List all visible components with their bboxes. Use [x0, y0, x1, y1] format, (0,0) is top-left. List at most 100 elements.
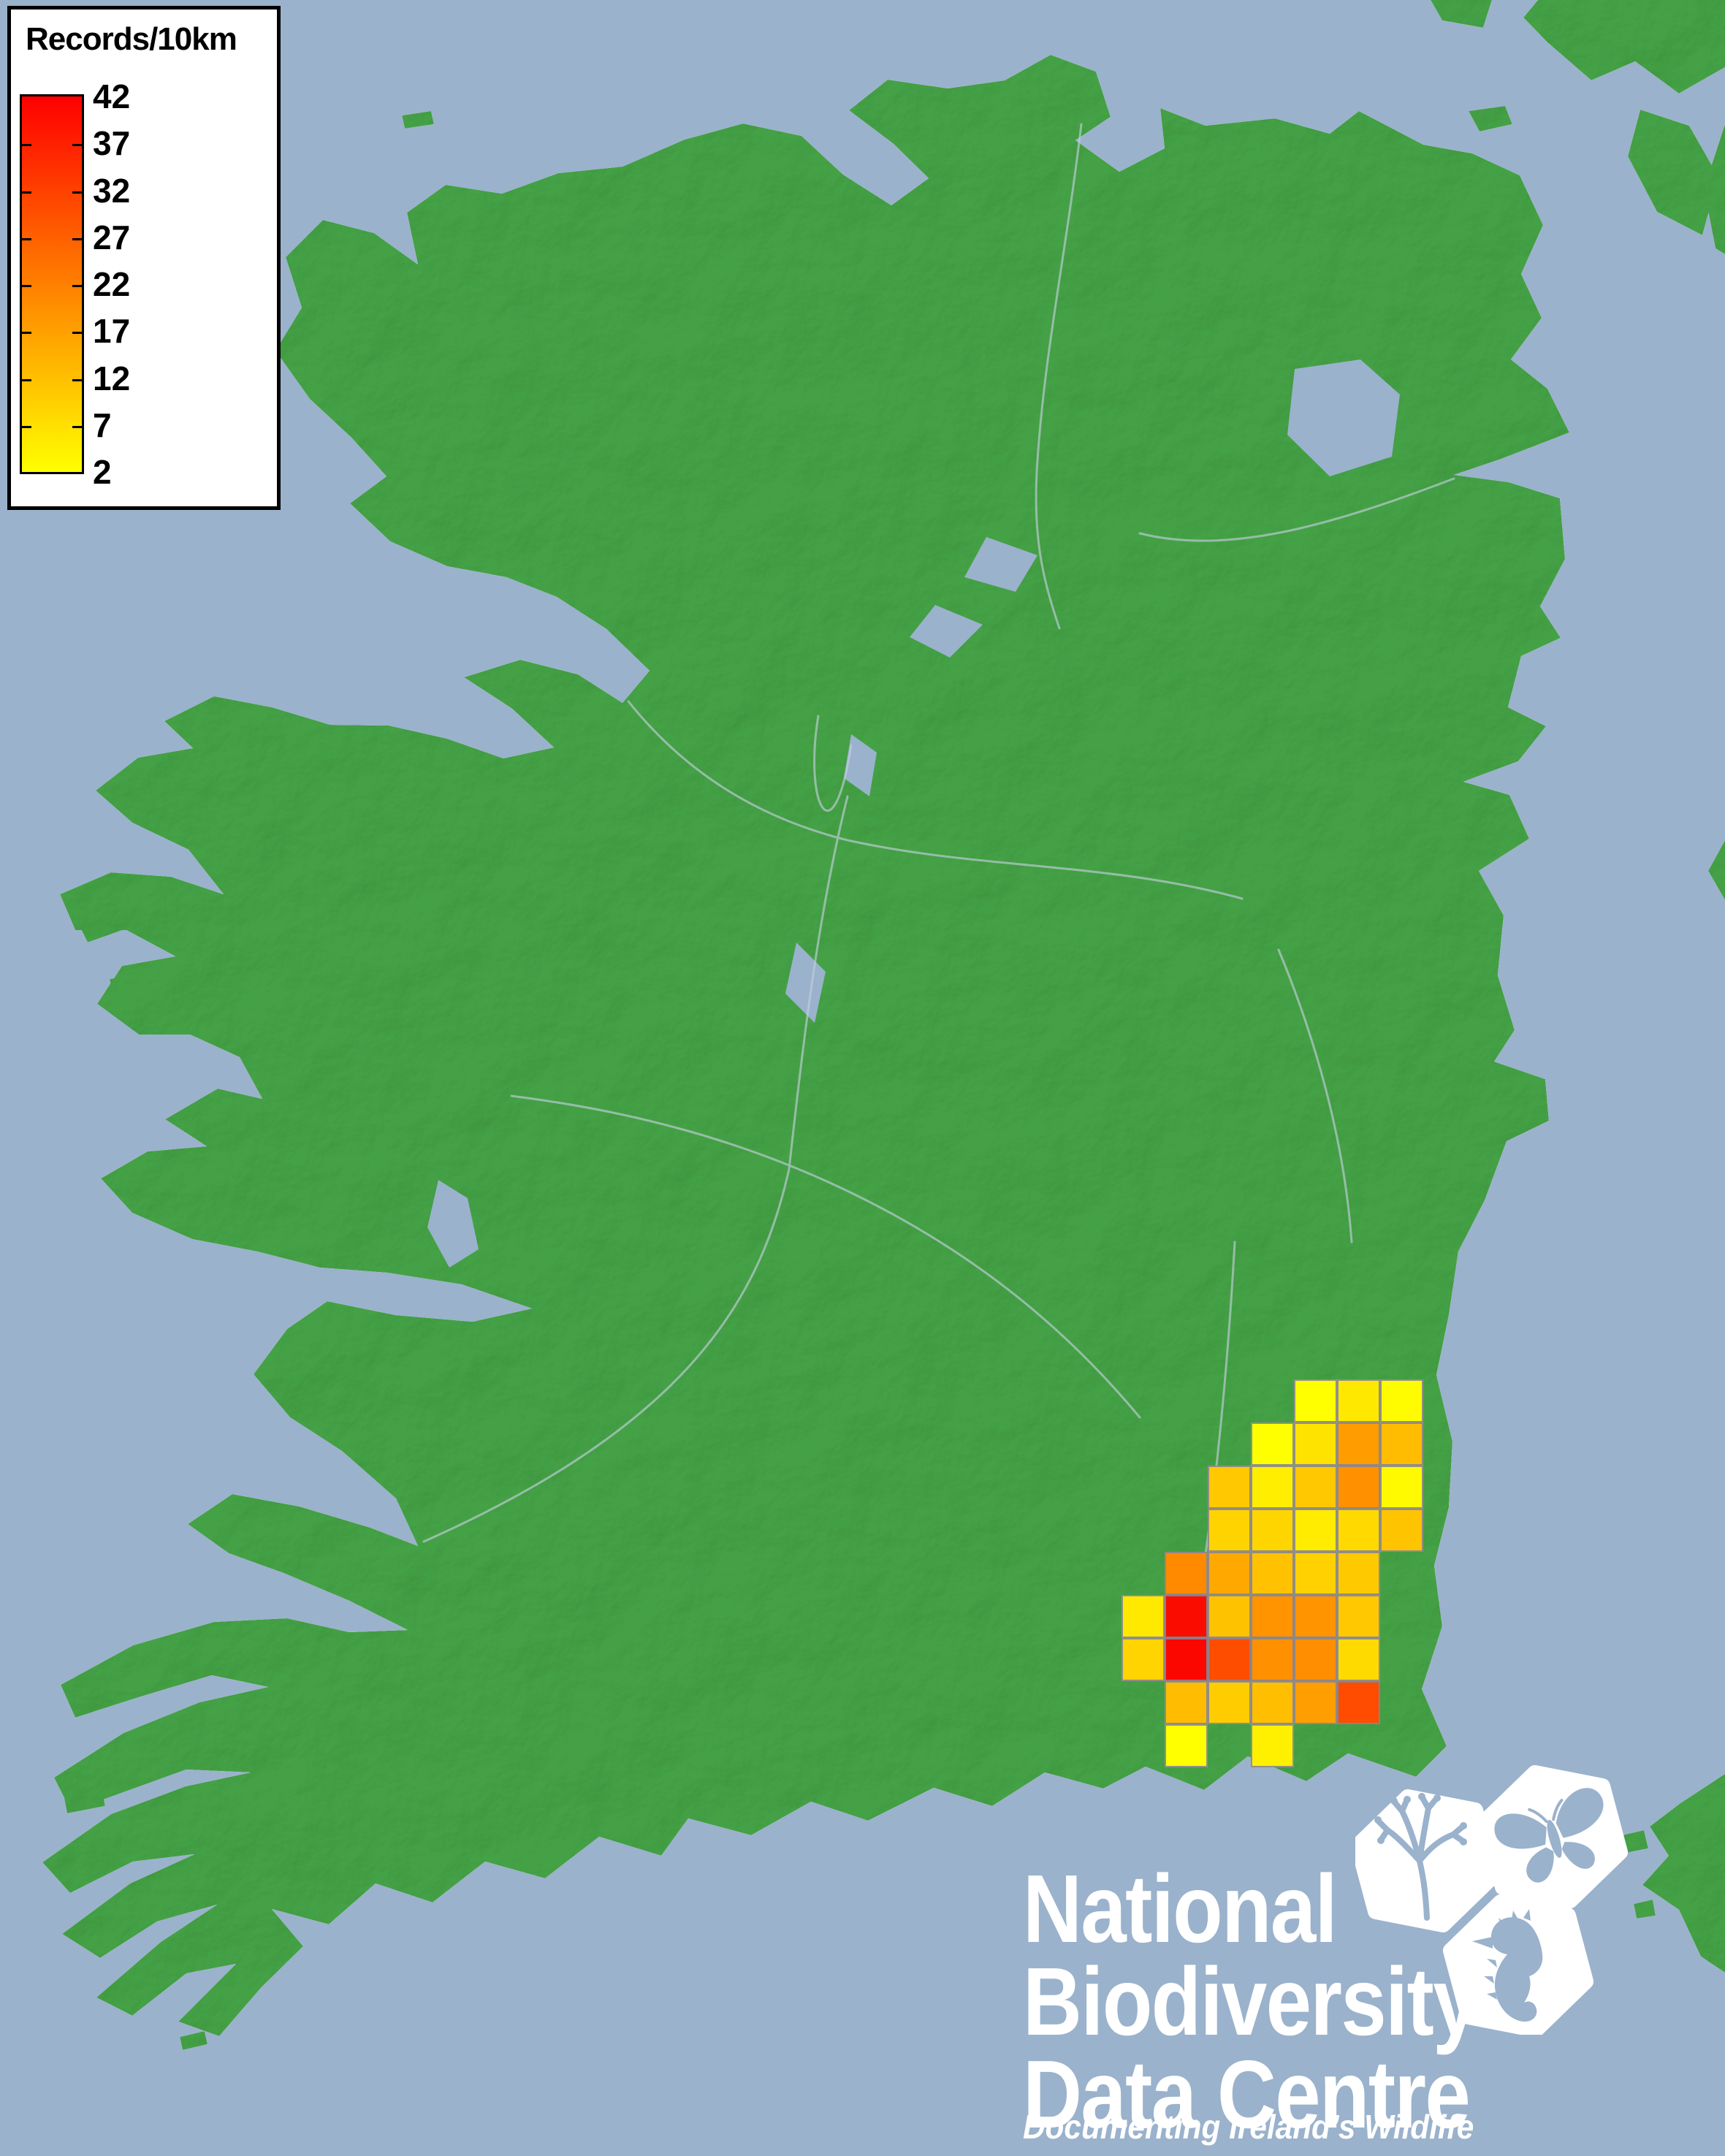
wales-islet-2 — [1634, 1900, 1656, 1919]
legend-gradient-bar — [20, 94, 84, 474]
legend-label: 17 — [93, 312, 131, 351]
grid-cell — [1294, 1681, 1337, 1724]
legend-tick — [72, 332, 82, 335]
legend-tick — [72, 425, 82, 428]
legend-label: 7 — [93, 405, 112, 444]
seahorse-icon — [1443, 1894, 1593, 2035]
west-cork-islet — [180, 2031, 207, 2050]
butterfly-icon — [1477, 1765, 1628, 1908]
legend-tick — [72, 378, 82, 381]
grid-cell — [1251, 1422, 1294, 1466]
grid-cell — [1165, 1724, 1208, 1767]
grid-cell — [1380, 1422, 1423, 1466]
grid-cell — [1294, 1595, 1337, 1638]
legend-label: 42 — [93, 77, 131, 115]
grid-cell — [1251, 1595, 1294, 1638]
clare-island — [110, 973, 146, 995]
kintyre-sliver — [1704, 124, 1725, 254]
grid-cell — [1337, 1379, 1380, 1422]
tory-island — [402, 111, 434, 129]
scotland-islet — [1431, 0, 1492, 28]
grid-cell — [1208, 1509, 1251, 1552]
grid-cell — [1294, 1466, 1337, 1509]
lough-neagh — [1287, 359, 1400, 476]
grid-cell — [1251, 1724, 1294, 1767]
legend-label: 27 — [93, 218, 131, 256]
legend-label: 2 — [93, 453, 112, 491]
legend-tick — [22, 425, 31, 428]
grid-cell — [1251, 1552, 1294, 1595]
grid-cell — [1122, 1595, 1165, 1638]
grid-cell — [1337, 1552, 1380, 1595]
grid-cell — [1251, 1466, 1294, 1509]
tree-icon — [1355, 1789, 1501, 1932]
legend-tick — [22, 285, 31, 287]
legend-tick — [22, 378, 31, 381]
grid-cell — [1251, 1638, 1294, 1681]
grid-cell — [1165, 1638, 1208, 1681]
grid-cell — [1294, 1552, 1337, 1595]
grid-cell — [1294, 1638, 1337, 1681]
boundary-lines — [422, 123, 1455, 1682]
legend-tick — [72, 237, 82, 240]
grid-cell — [1208, 1595, 1251, 1638]
grid-cell — [1337, 1595, 1380, 1638]
wales-landmass — [1642, 1774, 1725, 1973]
legend-label: 22 — [93, 265, 131, 303]
grid-cell — [1380, 1466, 1423, 1509]
grid-cell — [1294, 1422, 1337, 1466]
grid-cell — [1208, 1466, 1251, 1509]
scotland-island — [1628, 110, 1718, 235]
legend-panel: Records/10km 42 37 32 27 22 17 12 7 2 — [7, 6, 281, 510]
logo-line-national: National — [1023, 1855, 1338, 1962]
grid-cell — [1337, 1466, 1380, 1509]
grid-cell — [1165, 1552, 1208, 1595]
nbdc-logo-text: National Biodiversity Data Centre — [1023, 1855, 1558, 2148]
legend-tick — [22, 144, 31, 147]
rathlin-island — [1469, 106, 1512, 132]
grid-cell — [1165, 1595, 1208, 1638]
lough-corrib — [427, 1180, 479, 1268]
grid-cell — [1165, 1681, 1208, 1724]
legend-tick — [22, 332, 31, 335]
grid-cell — [1380, 1379, 1423, 1422]
logo-tagline: Documenting Ireland’s Wildlife — [1023, 2108, 1474, 2146]
logo-line-biodiversity: Biodiversity — [1023, 1948, 1479, 2055]
legend-label: 12 — [93, 359, 131, 397]
lough-erne-upper — [964, 537, 1037, 592]
lakes — [427, 359, 1400, 1268]
grid-cell — [1294, 1379, 1337, 1422]
grid-cell — [1337, 1422, 1380, 1466]
grid-cell — [1251, 1509, 1294, 1552]
legend-label: 37 — [93, 124, 131, 163]
aran-islands — [343, 1334, 446, 1374]
grid-cell — [1122, 1638, 1165, 1681]
grid-cell — [1251, 1681, 1294, 1724]
legend-label: 32 — [93, 171, 131, 210]
lough-erne-lower — [910, 605, 983, 658]
valentia-island — [64, 1791, 105, 1813]
lough-ree — [844, 734, 877, 796]
grid-cell — [1380, 1509, 1423, 1552]
legend-tick — [22, 191, 31, 194]
grid-cell — [1208, 1638, 1251, 1681]
galloway-sliver — [1708, 840, 1725, 900]
legend-tick — [72, 144, 82, 147]
legend-title: Records/10km — [26, 21, 237, 57]
legend-tick — [72, 285, 82, 287]
legend-tick — [72, 191, 82, 194]
grid-cell — [1337, 1681, 1380, 1724]
grid-cell — [1294, 1509, 1337, 1552]
wales-islet — [1622, 1830, 1648, 1853]
logo-line-data-centre: Data Centre — [1023, 2041, 1471, 2148]
grid-cell — [1337, 1638, 1380, 1681]
achill-island — [69, 895, 139, 942]
grid-cell — [1337, 1509, 1380, 1552]
scotland-landmass — [1523, 0, 1725, 94]
nbdc-logo-hexagons — [1355, 1765, 1628, 2035]
legend-tick — [22, 237, 31, 240]
grid-cell — [1208, 1552, 1251, 1595]
grid-cell — [1208, 1681, 1251, 1724]
